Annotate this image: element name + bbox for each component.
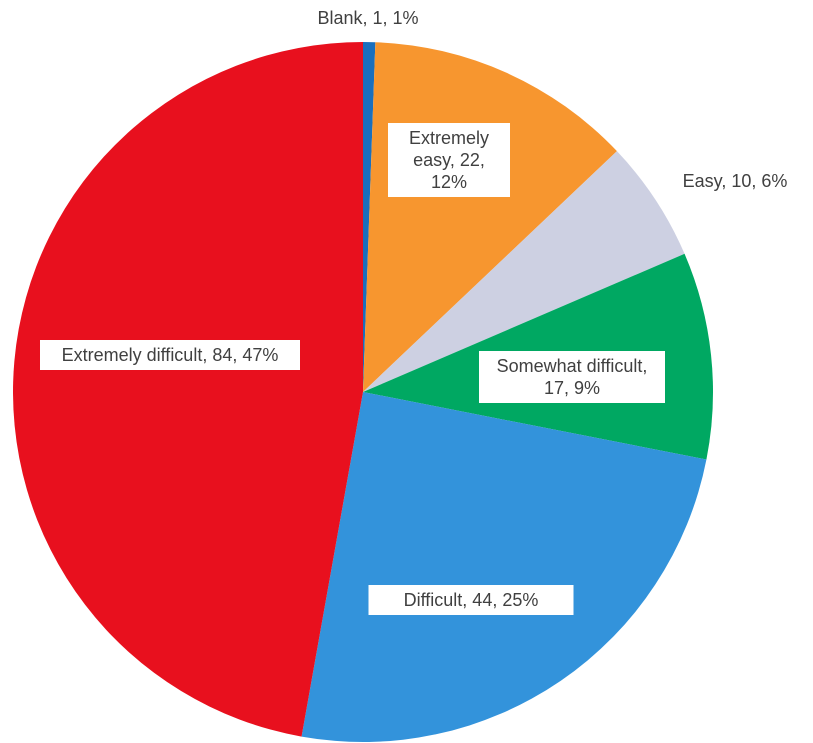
pie-slice bbox=[363, 42, 376, 392]
pie-slice bbox=[301, 392, 707, 742]
data-label: Difficult, 44, 25% bbox=[368, 585, 574, 615]
data-label: Somewhat difficult, 17, 9% bbox=[479, 351, 665, 403]
data-label: Blank, 1, 1% bbox=[317, 8, 419, 28]
pie-slice bbox=[363, 151, 685, 392]
pie-slice bbox=[13, 42, 364, 737]
data-label: Easy, 10, 6% bbox=[682, 171, 788, 191]
data-label: Extremely easy, 22, 12% bbox=[388, 123, 510, 197]
data-label: Extremely difficult, 84, 47% bbox=[40, 340, 300, 370]
